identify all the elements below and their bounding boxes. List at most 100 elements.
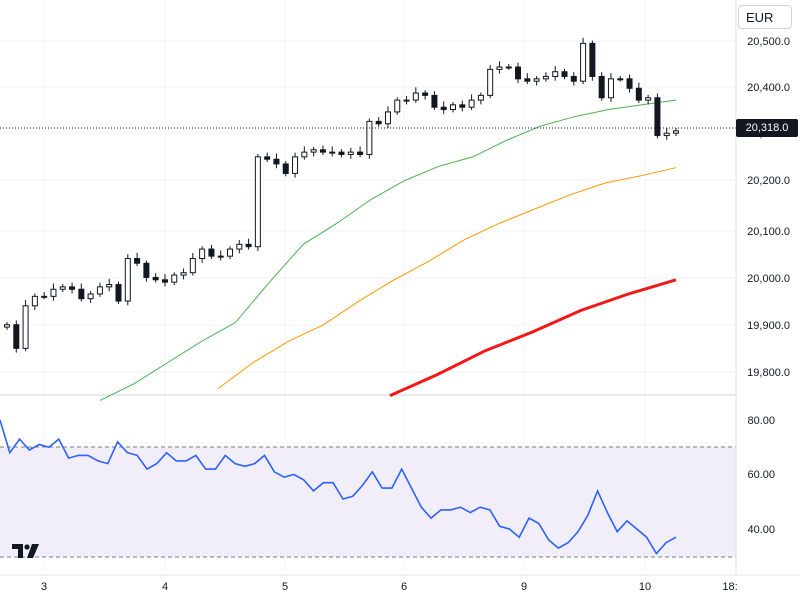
candle-body bbox=[245, 243, 252, 248]
candle-body bbox=[152, 276, 159, 281]
candle bbox=[134, 252, 141, 267]
time-axis-label: 9 bbox=[521, 581, 527, 593]
currency-label: EUR bbox=[746, 9, 774, 25]
time-axis[interactable]: 3 4 5 6 9 10 18: bbox=[41, 581, 738, 593]
rsi-axis-label: 80.00 bbox=[747, 415, 775, 427]
candle-body bbox=[570, 75, 577, 82]
candle-body bbox=[78, 288, 85, 300]
tradingview-logo-icon[interactable] bbox=[10, 540, 44, 560]
candle bbox=[41, 292, 48, 300]
rsi-indicator bbox=[0, 419, 677, 555]
rsi-axis[interactable]: 80.00 60.00 40.00 bbox=[747, 415, 775, 536]
candle bbox=[412, 87, 419, 103]
candle-body bbox=[319, 149, 326, 153]
candle bbox=[515, 62, 522, 84]
price-axis-label: 19,800.0 bbox=[747, 367, 790, 379]
candle bbox=[69, 282, 76, 294]
candle bbox=[431, 91, 438, 111]
time-axis-label: 18: bbox=[722, 581, 737, 593]
candle-body bbox=[50, 288, 57, 297]
candle bbox=[357, 146, 364, 158]
price-axis-label: 19,900.0 bbox=[747, 320, 790, 332]
candle-body bbox=[106, 284, 113, 288]
candle bbox=[245, 238, 252, 250]
current-price-value: 20,318.0 bbox=[745, 122, 789, 134]
candle bbox=[50, 283, 57, 301]
candle-body bbox=[663, 132, 670, 137]
candle bbox=[347, 147, 354, 159]
candle bbox=[273, 153, 280, 169]
price-axis[interactable]: 20,500.020,400.020,300.020,200.020,100.0… bbox=[747, 36, 790, 379]
moving-average-line bbox=[217, 167, 677, 390]
candle-body bbox=[598, 75, 605, 99]
candle-body bbox=[561, 71, 568, 77]
candle-body bbox=[282, 163, 289, 174]
candle bbox=[115, 281, 122, 304]
candle-body bbox=[87, 293, 94, 300]
candle bbox=[524, 73, 531, 85]
rsi-axis-label: 40.00 bbox=[747, 524, 775, 536]
candle-body bbox=[654, 97, 661, 137]
candle bbox=[607, 73, 614, 102]
candle-body bbox=[264, 156, 271, 160]
candle-body bbox=[31, 295, 38, 307]
candle bbox=[496, 61, 503, 74]
candle-body bbox=[199, 248, 206, 260]
candle bbox=[440, 101, 447, 114]
moving-average-line bbox=[389, 278, 677, 397]
candle bbox=[394, 97, 401, 115]
candle-body bbox=[310, 149, 317, 153]
candle bbox=[450, 101, 456, 113]
price-axis-label: 20,200.0 bbox=[747, 175, 790, 187]
candle-body bbox=[338, 151, 345, 155]
candle bbox=[31, 293, 38, 311]
time-axis-label: 10 bbox=[639, 581, 651, 593]
candle-body bbox=[171, 274, 178, 283]
candle-body bbox=[4, 324, 10, 328]
candle-body bbox=[301, 151, 308, 158]
candle-body bbox=[394, 99, 401, 113]
candle bbox=[635, 82, 642, 103]
candle-body bbox=[41, 295, 48, 298]
candle-body bbox=[505, 66, 512, 69]
candle-body bbox=[189, 258, 196, 274]
candle-body bbox=[217, 255, 224, 258]
candle-body bbox=[412, 92, 419, 101]
candle-body bbox=[645, 97, 652, 101]
candle bbox=[96, 282, 103, 297]
candle-body bbox=[487, 68, 494, 96]
moving-averages bbox=[99, 99, 677, 401]
time-axis-label: 3 bbox=[41, 581, 47, 593]
candle-body bbox=[580, 42, 587, 82]
candle bbox=[227, 246, 233, 259]
candle bbox=[180, 268, 187, 280]
candle bbox=[319, 145, 326, 155]
candle-body bbox=[161, 279, 168, 283]
candle-body bbox=[431, 94, 438, 108]
candle-body bbox=[440, 106, 447, 111]
time-axis-label: 6 bbox=[401, 581, 407, 593]
currency-selector-button[interactable]: EUR bbox=[738, 5, 792, 29]
price-axis-label: 20,100.0 bbox=[747, 226, 790, 238]
candle-body bbox=[635, 87, 642, 101]
rsi-axis-label: 60.00 bbox=[747, 469, 775, 481]
candle bbox=[487, 65, 494, 99]
candle-body bbox=[236, 243, 243, 250]
candle-body bbox=[366, 120, 373, 155]
candle bbox=[654, 93, 661, 139]
candle-body bbox=[69, 286, 76, 290]
candle bbox=[217, 250, 224, 261]
candle-body bbox=[208, 248, 215, 257]
candle-body bbox=[124, 258, 131, 302]
candle bbox=[264, 152, 271, 163]
candle-body bbox=[477, 94, 484, 101]
candle-body bbox=[347, 151, 354, 155]
candle-body bbox=[292, 156, 299, 174]
candle bbox=[375, 117, 382, 127]
candle bbox=[338, 149, 345, 158]
candle-body bbox=[542, 75, 549, 80]
candle bbox=[505, 64, 512, 70]
candle bbox=[236, 240, 243, 254]
candle bbox=[78, 283, 85, 302]
